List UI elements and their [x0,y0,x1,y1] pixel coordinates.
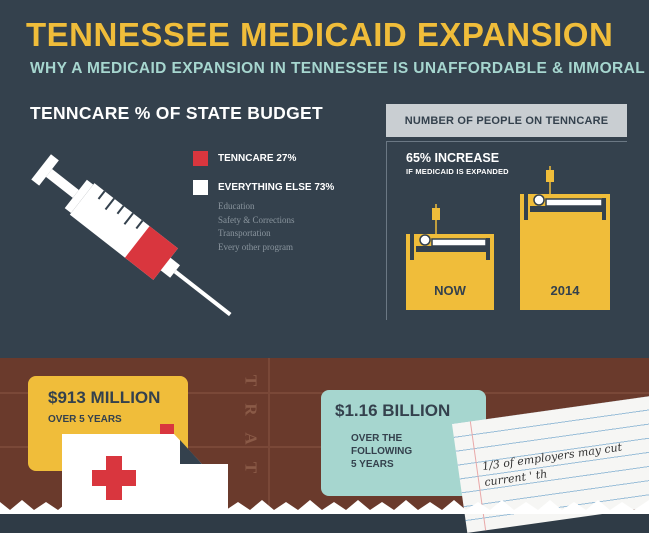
legend-everything-else-label: EVERYTHING ELSE 73% [218,182,335,193]
syringe-icon [31,154,232,317]
cost-period-line: OVER THE [351,433,403,444]
start-letter: T [241,461,261,474]
bed-2014-label: 2014 [550,283,580,298]
list-item: Education [218,201,255,211]
everything-else-list: Education Safety & Corrections Transport… [218,200,294,254]
list-item: Safety & Corrections [218,214,295,225]
note-line: 1/3 of employers may cut [481,440,623,474]
panel-divider [268,358,270,514]
start-letters: T R A T [240,366,262,482]
divider [386,141,627,142]
cost-period-line: 5 YEARS [351,459,394,470]
list-item: Every other program [218,241,293,252]
cost-amount: $1.16 BILLION [335,401,451,420]
start-letter: R [241,403,261,416]
increase-label: 65% INCREASE [406,151,500,165]
cost-period: OVER THE FOLLOWING 5 YEARS [351,432,412,471]
everything-else-swatch [193,180,208,195]
start-letter: T [241,374,261,387]
list-item: Transportation [218,228,271,238]
people-header: NUMBER OF PEOPLE ON TENNCARE [386,104,627,137]
legend-tenncare: TENNCARE 27% [193,151,296,166]
cost-period: OVER 5 YEARS [48,414,122,425]
increase-note: IF MEDICAID IS EXPANDED [406,167,509,176]
bed-now-label: NOW [434,283,466,298]
start-letter: A [241,432,261,445]
bed-2014: 2014 [520,194,610,310]
page-title: TENNESSEE MEDICAID EXPANSION [26,16,614,53]
cost-amount: $913 MILLION [48,388,161,407]
cost-period-line: FOLLOWING [351,446,413,457]
budget-title: TENNCARE % OF STATE BUDGET [30,103,323,123]
tenncare-swatch [193,151,208,166]
ambulance-icon [62,424,228,514]
page-subtitle: WHY A MEDICAID EXPANSION IN TENNESSEE IS… [30,60,646,77]
legend-everything-else: EVERYTHING ELSE 73% [193,180,334,195]
divider [386,141,387,320]
hospital-bed-icon [410,204,490,260]
torn-edge [0,500,649,514]
hospital-bed-icon [524,166,606,220]
legend-tenncare-label: TENNCARE 27% [218,153,297,164]
